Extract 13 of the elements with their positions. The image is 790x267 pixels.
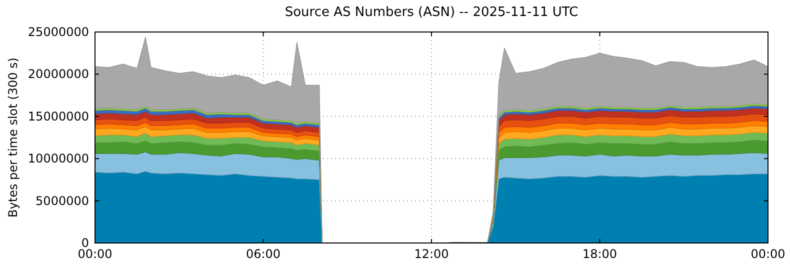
x-tick-label: 00:00: [750, 247, 786, 261]
y-tick-label: 15000000: [28, 109, 89, 124]
x-tick-label: 00:00: [78, 247, 112, 261]
y-tick-label: 10000000: [28, 152, 89, 166]
y-axis-title: Bytes per time slot (300 s): [6, 58, 20, 218]
x-tick-label: 12:00: [414, 247, 449, 261]
y-tick-label: 5000000: [36, 194, 89, 208]
chart-title: Source AS Numbers (ASN) -- 2025-11-11 UTC: [284, 5, 578, 20]
x-tick-label: 06:00: [246, 247, 281, 261]
y-tick-label: 25000000: [28, 25, 89, 39]
y-tick-label: 20000000: [28, 67, 89, 82]
y-tick-label: 0: [81, 236, 89, 250]
x-tick-label: 18:00: [582, 247, 618, 261]
